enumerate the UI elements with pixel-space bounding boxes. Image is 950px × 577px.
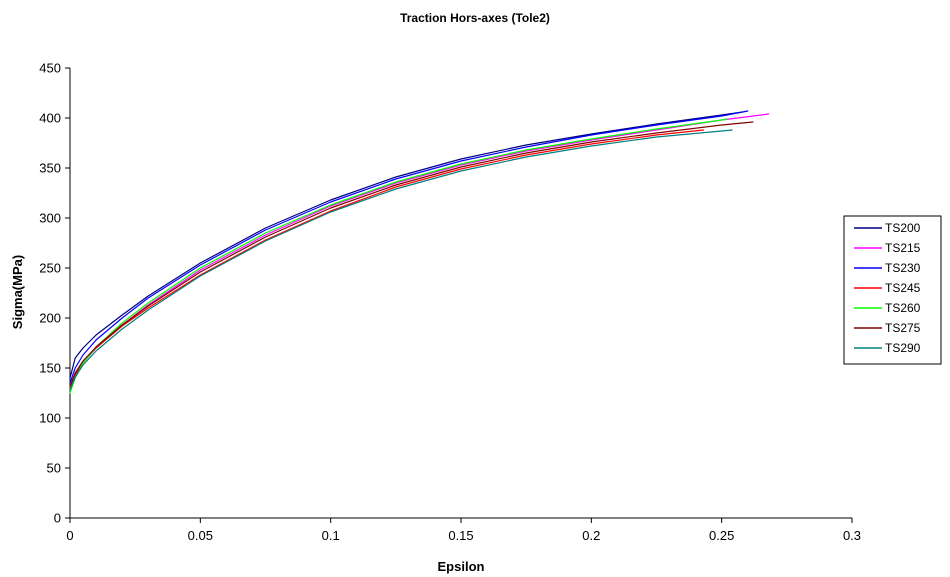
- y-tick-label: 100: [39, 411, 61, 426]
- y-tick-label: 300: [39, 211, 61, 226]
- x-axis: 0 0.05 0.1 0.15 0.2 0.25 0.3: [66, 517, 861, 543]
- x-tick-label: 0.15: [448, 528, 473, 543]
- legend-label-ts260: TS260: [885, 301, 921, 315]
- x-axis-label: Epsilon: [438, 559, 485, 574]
- chart-title: Traction Hors-axes (Tole2): [400, 11, 550, 25]
- plot-area: [69, 110, 770, 394]
- series-line-ts245: [69, 129, 705, 389]
- series-line-ts230: [69, 110, 749, 384]
- y-tick-label: 150: [39, 361, 61, 376]
- legend-label-ts230: TS230: [885, 261, 921, 275]
- x-tick-label: 0.25: [709, 528, 734, 543]
- x-tick-label: 0.1: [322, 528, 340, 543]
- x-tick-label: 0.2: [582, 528, 600, 543]
- y-tick-label: 0: [54, 511, 61, 526]
- y-tick-label: 200: [39, 311, 61, 326]
- x-tick-label: 0: [66, 528, 73, 543]
- x-tick-label: 0.3: [843, 528, 861, 543]
- legend-label-ts245: TS245: [885, 281, 921, 295]
- series-line-ts260: [69, 118, 728, 394]
- legend-label-ts275: TS275: [885, 321, 921, 335]
- legend: TS200 TS215 TS230 TS245 TS260 TS275 TS290: [843, 215, 942, 365]
- y-axis: 0 50 100 150 200 250 300 350 400 450: [39, 61, 71, 526]
- y-tick-label: 400: [39, 111, 61, 126]
- y-tick-label: 350: [39, 161, 61, 176]
- y-tick-label: 50: [47, 461, 61, 476]
- x-tick-label: 0.05: [188, 528, 213, 543]
- legend-label-ts290: TS290: [885, 341, 921, 355]
- y-tick-label: 450: [39, 61, 61, 76]
- legend-box: [843, 215, 942, 365]
- y-axis-label: Sigma(MPa): [10, 255, 25, 329]
- series-line-ts290: [69, 129, 733, 391]
- legend-label-ts200: TS200: [885, 221, 921, 235]
- legend-label-ts215: TS215: [885, 241, 921, 255]
- series-line-ts215: [69, 113, 770, 391]
- y-tick-label: 250: [39, 261, 61, 276]
- series-line-ts275: [69, 121, 754, 387]
- series-line-ts200: [69, 111, 744, 379]
